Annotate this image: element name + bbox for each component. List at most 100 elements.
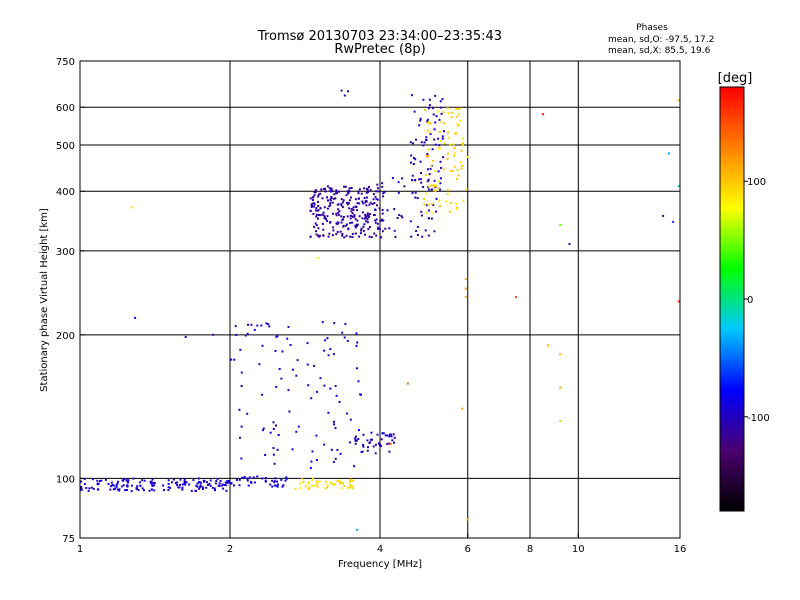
data-point — [356, 341, 359, 344]
data-point — [336, 448, 339, 451]
data-point — [150, 483, 153, 486]
data-point — [261, 477, 264, 480]
data-point — [351, 485, 353, 488]
data-point — [397, 181, 400, 184]
data-point — [184, 481, 187, 484]
data-point — [380, 236, 383, 239]
data-point — [201, 486, 204, 489]
data-point — [363, 217, 366, 220]
data-point — [350, 196, 352, 199]
data-point — [118, 488, 121, 491]
data-point — [349, 484, 351, 487]
data-point — [181, 483, 184, 486]
data-point — [430, 184, 433, 187]
data-point — [316, 256, 319, 259]
data-point — [178, 486, 181, 489]
data-point — [332, 353, 335, 356]
data-point — [343, 94, 346, 97]
data-point — [199, 481, 202, 484]
data-point — [342, 216, 345, 218]
data-point — [319, 377, 322, 380]
data-point — [273, 462, 276, 465]
data-point — [336, 223, 339, 226]
data-point — [364, 213, 367, 216]
data-point — [437, 147, 440, 150]
data-point — [183, 479, 186, 482]
data-point — [315, 213, 318, 216]
data-point — [462, 199, 465, 202]
data-point — [323, 384, 326, 387]
data-point — [354, 437, 357, 440]
data-point — [327, 411, 330, 414]
data-point — [288, 410, 291, 413]
data-point — [331, 201, 334, 204]
data-point — [264, 454, 267, 456]
data-point — [410, 154, 413, 157]
data-point — [332, 226, 335, 229]
data-point — [432, 189, 435, 192]
data-point — [397, 191, 400, 194]
data-point — [226, 480, 229, 483]
data-point — [362, 433, 365, 436]
data-point — [358, 188, 361, 191]
data-point — [209, 484, 212, 487]
data-point — [382, 219, 385, 222]
data-point — [322, 228, 325, 231]
data-point — [277, 483, 279, 486]
data-point — [329, 199, 332, 202]
data-point — [460, 149, 463, 152]
data-point — [428, 188, 431, 191]
data-point — [319, 234, 321, 237]
data-point — [274, 349, 277, 352]
data-point — [276, 485, 279, 488]
data-point — [153, 484, 156, 487]
data-point — [80, 480, 83, 483]
x-tick-label: 10 — [572, 544, 585, 555]
data-point — [436, 110, 439, 113]
data-point — [438, 199, 441, 202]
data-point — [344, 224, 347, 227]
data-point — [375, 218, 378, 221]
y-tick-label: 100 — [56, 474, 75, 485]
data-point — [465, 188, 468, 191]
data-point — [354, 198, 357, 201]
data-point — [380, 219, 383, 222]
data-point — [371, 438, 373, 441]
y-tick-label: 400 — [56, 187, 75, 198]
data-point — [343, 236, 346, 239]
data-point — [150, 481, 152, 484]
data-point — [333, 483, 336, 486]
data-point — [211, 486, 214, 489]
data-point — [351, 221, 354, 224]
data-point — [213, 487, 216, 490]
data-point — [381, 185, 384, 188]
data-point — [369, 438, 372, 441]
data-point — [349, 418, 352, 421]
data-point — [450, 111, 453, 114]
data-point — [83, 483, 86, 485]
data-point — [452, 170, 455, 173]
data-point — [430, 217, 433, 220]
data-point — [427, 234, 430, 237]
data-point — [367, 446, 369, 449]
data-point — [309, 210, 312, 212]
data-point — [346, 486, 349, 489]
data-point — [172, 478, 175, 481]
data-point — [366, 212, 369, 215]
data-point — [167, 482, 170, 485]
data-point — [335, 214, 338, 217]
data-point — [350, 187, 353, 189]
data-point — [459, 161, 462, 164]
data-point — [299, 487, 302, 490]
data-point — [287, 389, 290, 392]
data-point — [350, 479, 353, 482]
data-point — [97, 482, 100, 485]
stats-line-o: mean, sd,O: -97.5, 17.2 — [608, 35, 714, 45]
data-point — [272, 421, 275, 424]
data-point — [217, 484, 220, 487]
data-point — [327, 235, 330, 238]
data-point — [363, 187, 366, 190]
data-point — [425, 136, 428, 139]
data-point — [450, 170, 452, 172]
data-point — [246, 412, 249, 415]
